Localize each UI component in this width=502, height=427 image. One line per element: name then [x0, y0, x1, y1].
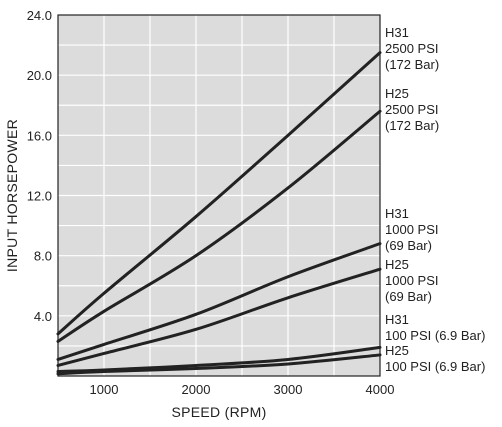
series-label-3: 1000 PSI: [385, 222, 439, 237]
y-tick-label: 12.0: [27, 189, 52, 204]
x-tick-label: 2000: [182, 382, 211, 397]
plot-frame: [57, 14, 381, 377]
series-label-6: H25: [385, 343, 409, 358]
series-line-1: [56, 51, 382, 336]
y-axis-label: INPUT HORSEPOWER: [4, 119, 20, 272]
series-label-1: (172 Bar): [385, 57, 439, 72]
series-label-1: 2500 PSI: [385, 41, 439, 56]
series-label-2: (172 Bar): [385, 118, 439, 133]
y-tick-label: 24.0: [27, 8, 52, 23]
y-tick-label: 4.0: [34, 309, 52, 324]
series-line-3: [56, 242, 382, 361]
series-line-6: [56, 353, 382, 376]
series-label-4: H25: [385, 257, 409, 272]
x-tick-label: 4000: [366, 382, 395, 397]
series-label-3: H31: [385, 206, 409, 221]
series-label-5: 100 PSI (6.9 Bar): [385, 328, 485, 343]
series-label-4: (69 Bar): [385, 289, 432, 304]
x-tick-label: 3000: [274, 382, 303, 397]
x-tick-label: 1000: [90, 382, 119, 397]
y-tick-label: 20.0: [27, 68, 52, 83]
series-label-3: (69 Bar): [385, 238, 432, 253]
y-tick-label: 8.0: [34, 249, 52, 264]
series-label-5: H31: [385, 312, 409, 327]
series-line-4: [56, 267, 382, 367]
series-line-5: [56, 345, 382, 373]
series-label-4: 1000 PSI: [385, 273, 439, 288]
series-line-2: [56, 109, 382, 343]
curves: [56, 51, 382, 376]
series-label-1: H31: [385, 25, 409, 40]
series-label-2: 2500 PSI: [385, 102, 439, 117]
series-label-6: 100 PSI (6.9 Bar): [385, 359, 485, 374]
y-tick-label: 16.0: [27, 128, 52, 143]
series-label-2: H25: [385, 86, 409, 101]
x-axis-label: SPEED (RPM): [171, 404, 266, 420]
tick-labels: 4.0 8.0 12.0 16.0 20.0 24.0 1000 2000 3000 4000: [27, 8, 395, 397]
